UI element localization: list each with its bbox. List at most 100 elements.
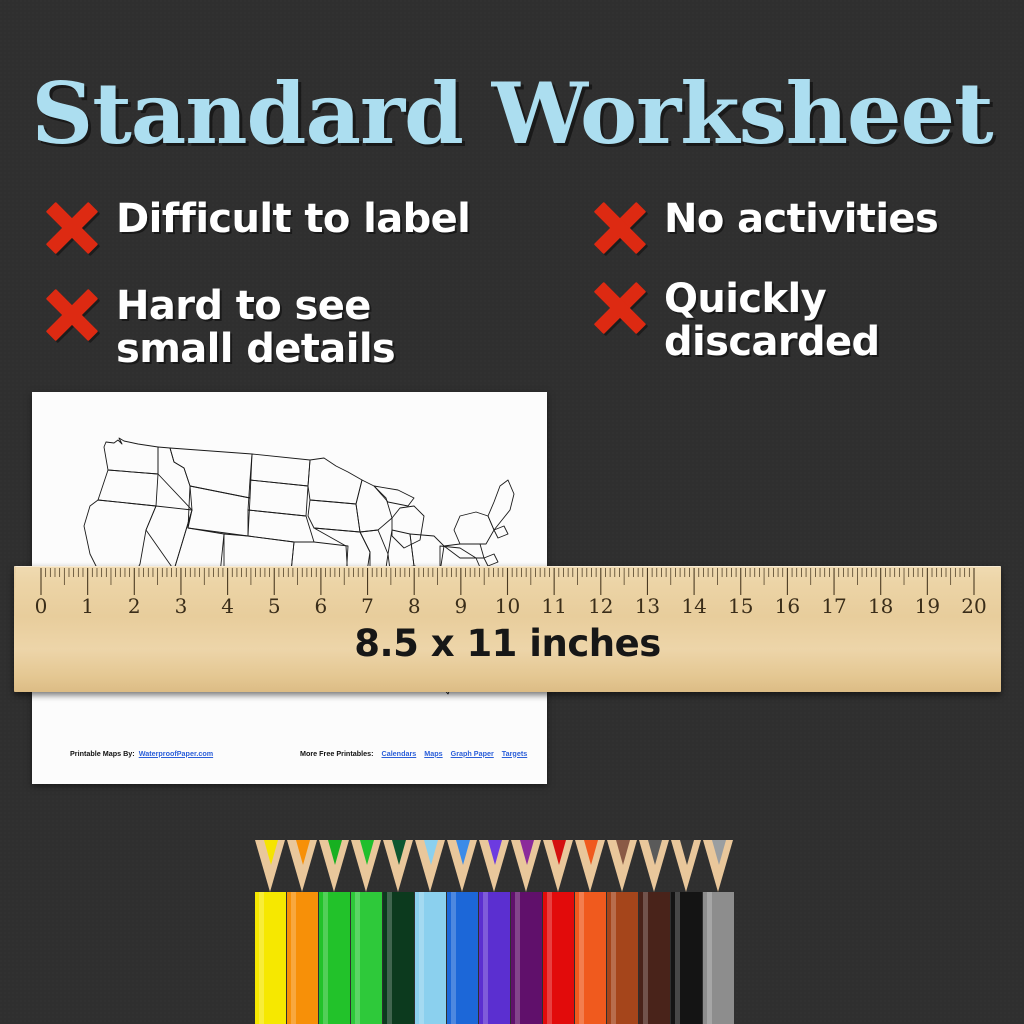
ruler-number-3: 3 [174, 594, 188, 618]
footer-printables: More Free Printables: Calendars Maps Gra… [300, 749, 527, 758]
pencil-lead [327, 840, 342, 865]
pencil-barrel [703, 892, 734, 1024]
pencil-highlight [291, 892, 296, 1024]
pencil-highlight [483, 892, 488, 1024]
pencil-lead [391, 840, 406, 865]
pencil-lead [551, 840, 566, 865]
colored-pencil-dark-green [383, 840, 414, 1024]
pencil-barrel [671, 892, 702, 1024]
colored-pencil-red [543, 840, 574, 1024]
pencil-tip [447, 840, 478, 892]
pencil-tip [415, 840, 446, 892]
pencil-barrel [447, 892, 478, 1024]
x-mark-icon [44, 200, 100, 256]
pencil-barrel [607, 892, 638, 1024]
pencil-barrel [351, 892, 382, 1024]
ruler-tick-marks [40, 568, 975, 595]
pencil-tip [607, 840, 638, 892]
drawback-item-quickly-discarded: Quickly discarded [592, 278, 880, 364]
ruler: 0 1 2 3 4 5 6 7 8 9 10 11 12 13 14 15 16 17 18 19 20 8.5 x 1… [14, 566, 1001, 692]
footer-credit: Printable Maps By: WaterproofPaper.com [70, 749, 213, 758]
pencil-highlight [643, 892, 648, 1024]
footer-link-waterproofpaper[interactable]: WaterproofPaper.com [138, 748, 214, 758]
pencil-highlight [259, 892, 264, 1024]
pencil-barrel [319, 892, 350, 1024]
ruler-number-1: 1 [81, 594, 95, 618]
pencil-tip [575, 840, 606, 892]
footer-link-targets[interactable]: Targets [501, 748, 528, 758]
x-mark-icon [592, 200, 648, 256]
ruler-number-2: 2 [127, 594, 141, 618]
pencil-highlight [355, 892, 360, 1024]
pencil-tip [479, 840, 510, 892]
colored-pencil-row [255, 840, 735, 1024]
pencil-highlight [707, 892, 712, 1024]
drawback-label: Difficult to label [116, 196, 471, 242]
ruler-number-19: 19 [914, 594, 941, 618]
pencil-barrel [415, 892, 446, 1024]
pencil-tip [287, 840, 318, 892]
colored-pencil-light-green [351, 840, 382, 1024]
ruler-number-13: 13 [634, 594, 661, 618]
pencil-tip [351, 840, 382, 892]
colored-pencil-light-blue [415, 840, 446, 1024]
colored-pencil-violet [479, 840, 510, 1024]
pencil-lead [615, 840, 630, 865]
pencil-tip [383, 840, 414, 892]
ruler-number-18: 18 [867, 594, 894, 618]
ruler-number-0: 0 [34, 594, 48, 618]
drawback-label: Quickly discarded [664, 276, 880, 365]
pencil-lead [487, 840, 502, 865]
colored-pencil-blue [447, 840, 478, 1024]
pencil-lead [583, 840, 598, 865]
pencil-highlight [387, 892, 392, 1024]
pencil-highlight [419, 892, 424, 1024]
footer-credit-label: Printable Maps By: [70, 748, 135, 758]
pencil-barrel [543, 892, 574, 1024]
pencil-highlight [611, 892, 616, 1024]
footer-link-maps[interactable]: Maps [424, 748, 443, 758]
drawback-label: No activities [664, 196, 939, 242]
worksheet-footer: Printable Maps By: WaterproofPaper.com M… [32, 746, 547, 760]
ruler-number-12: 12 [588, 594, 614, 618]
pencil-lead [359, 840, 374, 865]
x-mark-icon [592, 280, 648, 336]
footer-link-calendars[interactable]: Calendars [381, 748, 417, 758]
pencil-barrel [255, 892, 286, 1024]
colored-pencil-dark-brown [639, 840, 670, 1024]
pencil-barrel [575, 892, 606, 1024]
ruler-number-10: 10 [494, 594, 521, 618]
ruler-number-15: 15 [728, 594, 754, 618]
pencil-lead [647, 840, 662, 865]
ruler-number-8: 8 [407, 594, 421, 618]
footer-printables-label: More Free Printables: [300, 748, 374, 758]
drawback-label: Hard to see small details [116, 283, 396, 372]
pencil-highlight [323, 892, 328, 1024]
pencil-lead [519, 840, 534, 865]
pencil-tip [543, 840, 574, 892]
pencil-tip [671, 840, 702, 892]
pencil-lead [711, 840, 726, 865]
pencil-barrel [287, 892, 318, 1024]
colored-pencil-yellow [255, 840, 286, 1024]
pencil-tip [319, 840, 350, 892]
pencil-barrel [511, 892, 542, 1024]
ruler-number-6: 6 [314, 594, 328, 618]
ruler-number-4: 4 [221, 594, 234, 618]
drawback-item-difficult-to-label: Difficult to label [44, 196, 471, 256]
footer-link-graph-paper[interactable]: Graph Paper [450, 748, 494, 758]
colored-pencil-orange [287, 840, 318, 1024]
colored-pencil-orange-red [575, 840, 606, 1024]
ruler-number-16: 16 [774, 594, 801, 618]
colored-pencil-purple [511, 840, 542, 1024]
ruler-number-14: 14 [681, 594, 707, 618]
ruler-number-11: 11 [541, 594, 567, 618]
pencil-highlight [515, 892, 520, 1024]
ruler-number-20: 20 [961, 594, 987, 618]
paper-size-label: 8.5 x 11 inches [354, 622, 661, 665]
pencil-lead [679, 840, 694, 865]
page-title: Standard Worksheet [31, 64, 993, 163]
colored-pencil-green [319, 840, 350, 1024]
pencil-lead [263, 840, 278, 865]
